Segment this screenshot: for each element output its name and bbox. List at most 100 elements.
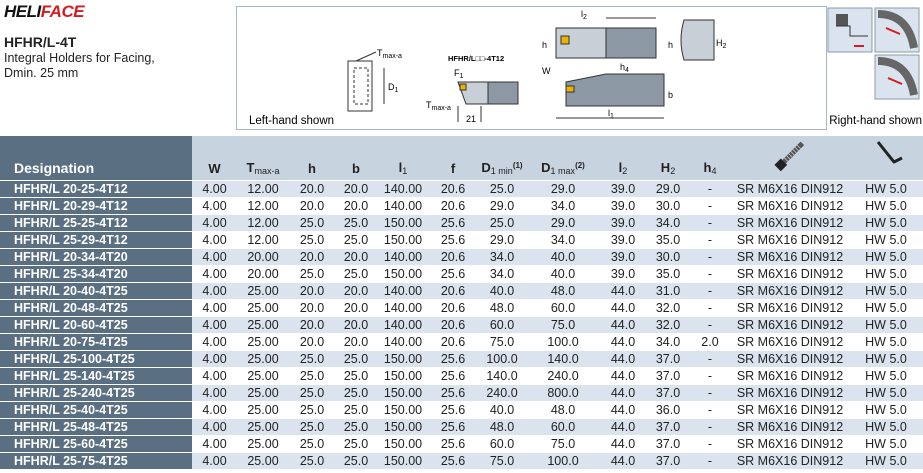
dim-label: 1	[395, 87, 399, 94]
table-cell: 25.0	[289, 231, 335, 249]
caption: Left-hand shown	[249, 115, 334, 127]
table-cell: SR M6X16 DIN912	[731, 333, 849, 351]
table-cell: SR M6X16 DIN912	[731, 282, 849, 300]
table-cell: SR M6X16 DIN912	[731, 367, 849, 385]
table-cell: 25.6	[429, 384, 477, 402]
table-cell: 75.0	[527, 316, 599, 334]
table-cell: 44.0	[599, 333, 647, 351]
dim-label: F	[454, 68, 460, 78]
header-subscript: max-a	[254, 166, 280, 176]
dim-label: l	[608, 108, 610, 118]
table-cell: 40.0	[477, 401, 527, 419]
header-superscript: (2)	[575, 161, 585, 170]
table-cell: 150.00	[377, 435, 429, 453]
table-cell: 20.0	[335, 299, 377, 317]
dim-label: F1	[454, 68, 464, 80]
table-cell: 20.0	[335, 333, 377, 351]
dim-label: h	[542, 40, 547, 50]
table-cell: HW 5.0	[849, 350, 923, 368]
table-cell: 20.0	[289, 333, 335, 351]
designation-cell: HFHR/L 25-40-4T25	[0, 401, 192, 419]
table-body: HFHR/L 20-25-4T12 4.00 12.00 20.0 20.0 140.00…	[0, 180, 923, 469]
table-cell: 29.0	[477, 197, 527, 215]
table-cell: SR M6X16 DIN912	[731, 214, 849, 232]
table-cell: SR M6X16 DIN912	[731, 265, 849, 283]
table-cell: 140.00	[377, 316, 429, 334]
table-cell: 44.0	[599, 384, 647, 402]
table-cell: 4.00	[192, 282, 237, 300]
table-cell: 25.6	[429, 265, 477, 283]
table-cell: 29.0	[527, 180, 599, 198]
table-cell: HW 5.0	[849, 316, 923, 334]
header-text: D	[481, 160, 491, 175]
drawing-middle	[457, 81, 519, 122]
table-row: HFHR/L 25-29-4T12 4.00 12.00 25.0 25.0 150.00…	[0, 231, 923, 249]
dim-label: T	[377, 48, 383, 58]
table-cell: -	[689, 384, 731, 402]
dim-label: 4	[625, 67, 629, 74]
header-text: T	[246, 160, 255, 175]
table-cell: 20.0	[289, 197, 335, 215]
table-cell: 31.0	[647, 282, 689, 300]
logo-part: FACE	[40, 2, 85, 21]
table-cell: SR M6X16 DIN912	[731, 231, 849, 249]
table-cell: 44.0	[599, 418, 647, 436]
designation-cell: HFHR/L 20-60-4T25	[0, 316, 192, 334]
header-text: Designation	[14, 160, 95, 176]
table-cell: 60.0	[527, 299, 599, 317]
table-cell: 140.00	[377, 282, 429, 300]
table-row: HFHR/L 20-75-4T25 4.00 25.00 20.0 20.0 140.00…	[0, 333, 923, 351]
table-cell: 29.0	[477, 231, 527, 249]
designation-cell: HFHR/L 20-34-4T20	[0, 248, 192, 266]
table-cell: 34.0	[527, 197, 599, 215]
table-cell: 20.0	[289, 316, 335, 334]
table-cell: SR M6X16 DIN912	[731, 401, 849, 419]
table-cell: 37.0	[647, 418, 689, 436]
table-cell: 39.0	[599, 231, 647, 249]
table-cell: 25.0	[477, 180, 527, 198]
dim-label: l	[581, 9, 583, 19]
table-cell: 25.0	[335, 384, 377, 402]
description: Integral Holders for Facing, Dmin. 25 mm	[4, 51, 155, 81]
table-cell: 140.0	[527, 350, 599, 368]
column-header: D1 min(1)	[477, 136, 527, 181]
designation-cell: HFHR/L 25-60-4T25	[0, 435, 192, 453]
table-cell: SR M6X16 DIN912	[731, 180, 849, 198]
header-text: f	[450, 161, 456, 176]
table-cell: 12.00	[237, 197, 289, 215]
table-cell: 20.00	[237, 265, 289, 283]
table-cell: 4.00	[192, 214, 237, 232]
table-cell: HW 5.0	[849, 452, 923, 469]
table-row: HFHR/L 25-34-4T20 4.00 20.00 25.0 25.0 150.00…	[0, 265, 923, 283]
table-cell: 32.0	[647, 316, 689, 334]
dim-label: H2	[716, 38, 727, 50]
table-cell: 75.0	[477, 333, 527, 351]
table-cell: 37.0	[647, 350, 689, 368]
table-cell: -	[689, 316, 731, 334]
table-cell: -	[689, 435, 731, 453]
table-cell: HW 5.0	[849, 418, 923, 436]
logo-part: HELI	[4, 2, 41, 21]
dim-label: l2	[581, 9, 587, 21]
table-cell: -	[689, 197, 731, 215]
table-cell: 37.0	[647, 384, 689, 402]
header-text: b	[352, 161, 360, 176]
table-cell: 75.0	[477, 452, 527, 469]
table-cell: 29.0	[647, 180, 689, 198]
table-cell: HW 5.0	[849, 435, 923, 453]
table-cell: 48.0	[477, 299, 527, 317]
header-text: l	[398, 160, 403, 175]
table-cell: -	[689, 418, 731, 436]
table-cell: 150.00	[377, 231, 429, 249]
table-cell: 4.00	[192, 367, 237, 385]
table-cell: HW 5.0	[849, 401, 923, 419]
table-cell: HW 5.0	[849, 367, 923, 385]
table-cell: 40.0	[527, 248, 599, 266]
table-cell: 25.00	[237, 367, 289, 385]
table-cell: 800.0	[527, 384, 599, 402]
table-cell: 25.0	[335, 452, 377, 469]
table-cell: 25.0	[335, 265, 377, 283]
table-cell: 150.00	[377, 384, 429, 402]
table-cell: 4.00	[192, 265, 237, 283]
designation-cell: HFHR/L 20-48-4T25	[0, 299, 192, 317]
